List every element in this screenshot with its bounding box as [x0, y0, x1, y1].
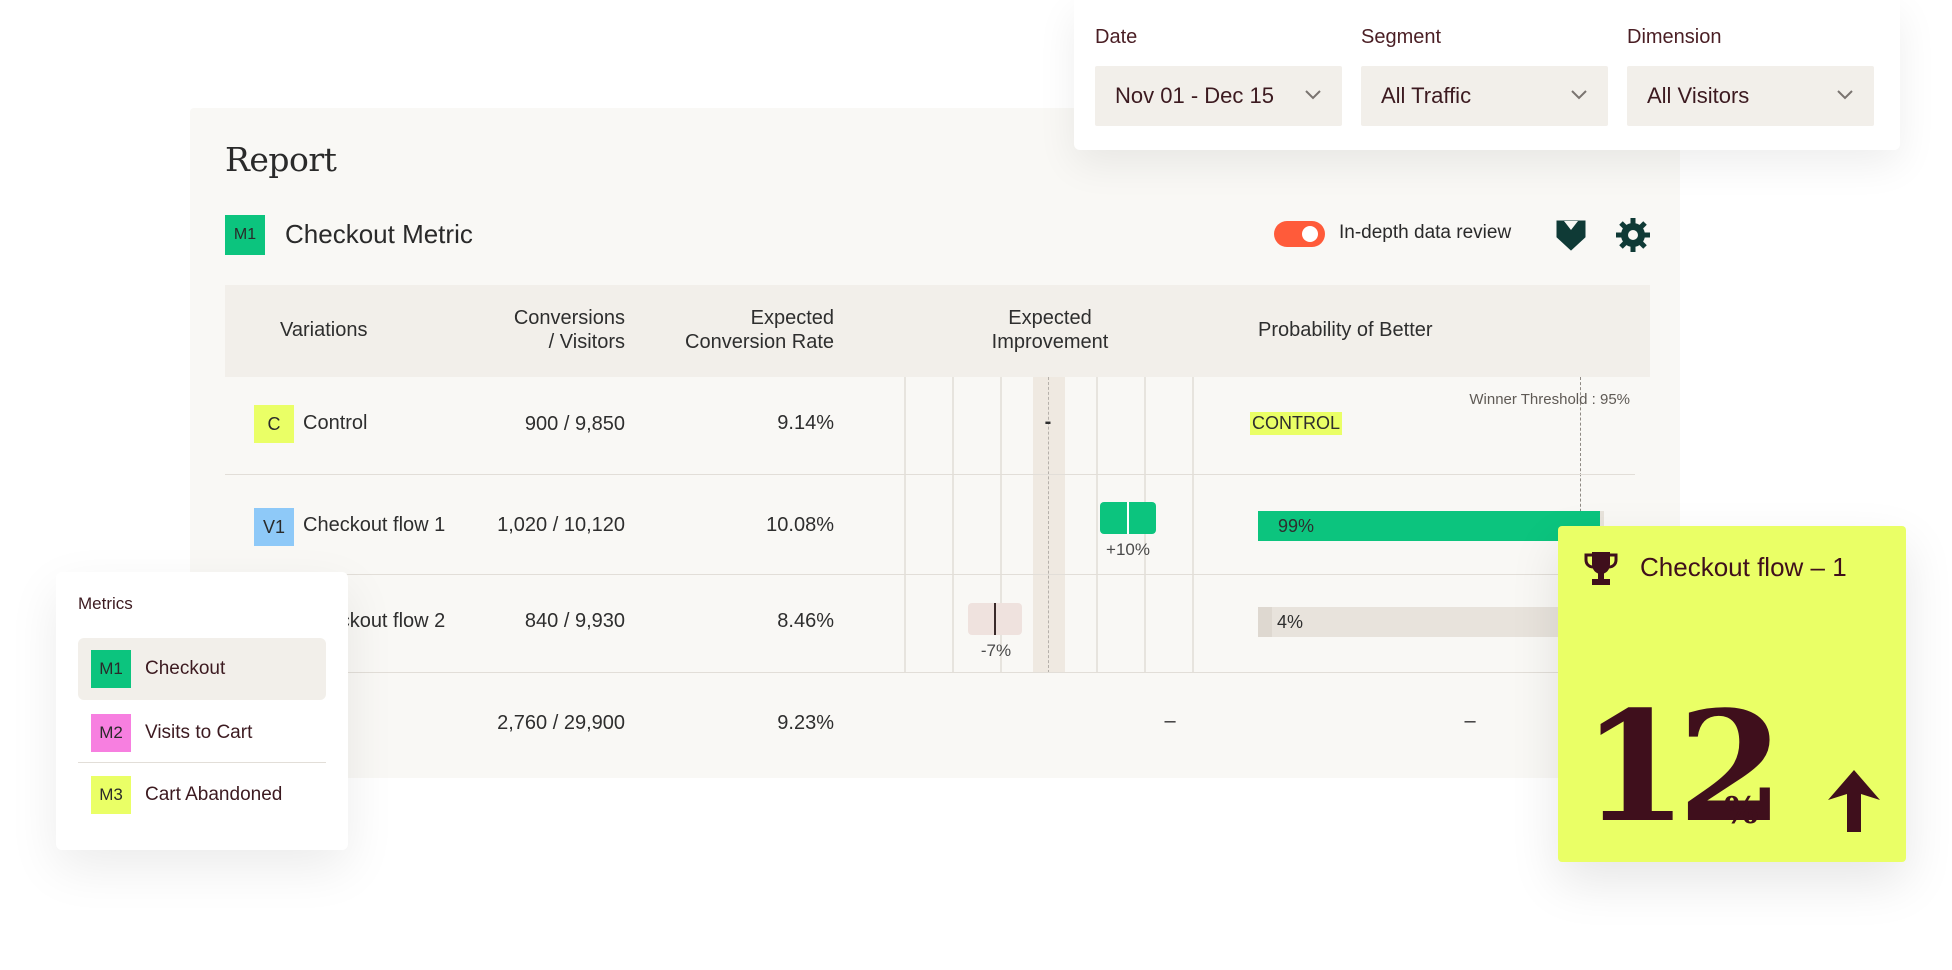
toggle-knob	[1302, 226, 1318, 242]
date-value: Nov 01 - Dec 15	[1115, 83, 1274, 108]
pob-track	[1258, 607, 1558, 637]
row-divider	[225, 574, 1635, 575]
gear-icon[interactable]	[1616, 218, 1650, 252]
metric-item-label: Cart Abandoned	[145, 784, 283, 805]
header-conversions: Conversions / Visitors	[513, 307, 625, 353]
segment-label: Segment	[1361, 26, 1442, 48]
winner-unit: %	[1724, 790, 1759, 832]
arrow-up-icon	[1828, 770, 1880, 832]
metric-name: Checkout Metric	[285, 219, 473, 249]
metric-item-checkout[interactable]: M1 Checkout	[78, 638, 326, 700]
metric-badge: M1	[225, 215, 265, 255]
conversions-value: 840 / 9,930	[524, 610, 625, 632]
header-variations: Variations	[280, 319, 368, 341]
row-divider	[225, 474, 1635, 475]
grid-line	[1096, 377, 1098, 673]
winner-threshold-line	[1580, 377, 1581, 527]
pob-value: 4%	[1277, 612, 1304, 632]
metric-badge: M1	[91, 650, 131, 688]
improvement-mean-marker	[1127, 502, 1129, 534]
total-conversions: 2,760 / 29,900	[497, 712, 625, 734]
shield-icon[interactable]	[1556, 219, 1586, 251]
improvement-value: -7%	[980, 641, 1012, 660]
conversion-rate-value: 10.08%	[766, 514, 834, 536]
dimension-label: Dimension	[1627, 26, 1722, 48]
pob-value: 99%	[1278, 516, 1315, 536]
variation-name[interactable]: Checkout flow 1	[303, 514, 446, 536]
table-header	[225, 285, 1650, 377]
metric-badge: M3	[91, 776, 131, 814]
header-probability: Probability of Better	[1258, 319, 1433, 341]
metrics-panel: Metrics M1 Checkout M2 Visits to Cart M3…	[56, 572, 348, 850]
dimension-value: All Visitors	[1647, 83, 1750, 108]
variation-name[interactable]: Control	[303, 412, 368, 434]
segment-value: All Traffic	[1381, 83, 1472, 108]
conversion-rate-value: 8.46%	[777, 610, 834, 632]
conversions-value: 900 / 9,850	[524, 413, 625, 435]
pob-bar	[1258, 607, 1272, 637]
metrics-title: Metrics	[78, 594, 133, 613]
variation-badge-v1: V1	[254, 508, 294, 546]
grid-line	[1192, 377, 1194, 673]
grid-line	[952, 377, 954, 673]
chevron-down-icon	[1571, 90, 1587, 100]
winner-card: Checkout flow – 1 12 %	[1558, 526, 1906, 862]
metric-item-visits-to-cart[interactable]: M2 Visits to Cart	[78, 702, 326, 764]
metric-item-cart-abandoned[interactable]: M3 Cart Abandoned	[78, 764, 326, 826]
page-title: Report	[225, 140, 337, 179]
winner-title: Checkout flow – 1	[1640, 552, 1847, 582]
date-label: Date	[1095, 26, 1138, 48]
zero-line	[1048, 377, 1049, 673]
control-label: CONTROL	[1250, 412, 1343, 435]
winner-value: 12	[1582, 677, 1784, 856]
improvement-mean-marker	[994, 603, 996, 635]
segment-select[interactable]: All Traffic	[1361, 66, 1608, 126]
conversion-rate-value: 9.14%	[777, 412, 834, 434]
metric-badge: M2	[91, 714, 131, 752]
row-divider	[225, 672, 1635, 673]
improvement-zero-band	[1033, 377, 1065, 673]
variation-badge-control: C	[254, 405, 294, 443]
toggle-label: In-depth data review	[1339, 222, 1512, 243]
metric-item-label: Visits to Cart	[145, 722, 253, 743]
total-probability: –	[1464, 710, 1476, 732]
report-card	[190, 108, 1680, 778]
pob-bar	[1258, 511, 1600, 541]
trophy-icon	[1584, 552, 1618, 585]
total-improvement: –	[1164, 710, 1176, 732]
conversions-value: 1,020 / 10,120	[497, 514, 625, 536]
date-select[interactable]: Nov 01 - Dec 15	[1095, 66, 1342, 126]
chevron-down-icon	[1837, 90, 1853, 100]
dimension-select[interactable]: All Visitors	[1627, 66, 1874, 126]
total-conversion-rate: 9.23%	[777, 712, 834, 734]
grid-line	[1000, 377, 1002, 673]
header-improvement: Expected Improvement	[991, 307, 1109, 353]
improvement-value: -	[1044, 411, 1052, 433]
header-conversion-rate: Expected Conversion Rate	[685, 307, 834, 353]
divider	[78, 762, 326, 763]
grid-line	[904, 377, 906, 673]
chevron-down-icon	[1305, 90, 1321, 100]
metric-item-label: Checkout	[145, 658, 226, 679]
improvement-value: +10%	[1106, 540, 1150, 559]
winner-threshold-label: Winner Threshold : 95%	[1469, 391, 1630, 408]
